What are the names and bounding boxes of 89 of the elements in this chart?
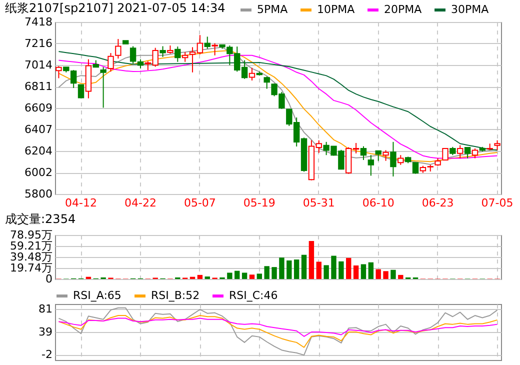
candlestick <box>115 38 122 60</box>
line-series <box>58 307 498 356</box>
bar <box>324 265 329 279</box>
bar <box>376 269 381 279</box>
candlestick <box>390 141 396 177</box>
bar <box>360 264 366 279</box>
bar <box>390 270 396 279</box>
candlestick <box>160 46 166 58</box>
candlestick <box>108 52 114 72</box>
y-tick-label: 6407 <box>24 122 52 136</box>
bar <box>256 274 262 279</box>
bar <box>346 258 352 279</box>
y-tick-label: 39 <box>38 326 52 338</box>
bar <box>301 254 307 279</box>
candlestick <box>264 76 270 90</box>
candlestick <box>494 140 500 151</box>
legend-label: RSI_C:46 <box>229 289 278 302</box>
candlestick <box>382 150 389 162</box>
candlestick <box>464 147 471 159</box>
candlestick <box>130 46 136 64</box>
candlestick <box>375 150 382 162</box>
legend-label: 30PMA <box>451 3 490 16</box>
y-tick-label: 7216 <box>24 36 52 50</box>
legend-label: RSI_B:52 <box>151 289 200 302</box>
x-tick-label: 04-22 <box>124 196 156 210</box>
bar <box>242 272 248 279</box>
y-tick-label: 5800 <box>24 188 52 200</box>
y-tick-label: 59.21万 <box>10 240 52 252</box>
line-series <box>58 318 498 337</box>
candlestick <box>360 146 367 160</box>
bar <box>316 262 322 279</box>
candlestick <box>100 66 106 108</box>
candlestick <box>398 154 404 166</box>
chart-title: 成交量:2354 <box>5 212 76 226</box>
y-tick-label: 81 <box>38 302 52 316</box>
line-series <box>58 315 498 348</box>
x-tick-label: 06-10 <box>362 196 394 210</box>
bar <box>279 258 284 279</box>
bar <box>331 256 336 279</box>
y-tick-label: 6204 <box>24 144 52 158</box>
candlestick <box>442 148 448 160</box>
candlestick <box>182 52 188 62</box>
y-tick-label: 7418 <box>24 16 52 28</box>
bar <box>234 270 240 279</box>
bar <box>249 274 255 279</box>
candlestick <box>137 58 144 69</box>
bar <box>338 261 344 279</box>
y-tick-label: -2 <box>42 348 52 362</box>
x-tick-label: 05-31 <box>302 196 335 210</box>
bar <box>272 267 277 279</box>
y-tick-label: 78.95万 <box>10 228 52 242</box>
x-tick-label: 07-05 <box>481 196 514 210</box>
chart-title: 纸浆2107[sp2107] 2021-07-05 14:34 <box>5 1 226 15</box>
bar <box>286 260 292 279</box>
legend-label: 20PMA <box>384 3 422 16</box>
x-tick-label: 06-23 <box>422 196 454 210</box>
bar <box>383 271 388 279</box>
bar <box>264 266 270 279</box>
candlestick <box>56 66 62 79</box>
bar <box>204 276 210 279</box>
candlestick <box>212 42 218 56</box>
bar <box>197 274 203 279</box>
x-tick-label: 05-07 <box>184 196 216 210</box>
bar <box>227 272 232 279</box>
candlestick <box>248 67 256 81</box>
series-label: RSI_A:65 <box>73 289 122 302</box>
y-tick-label: 7014 <box>24 58 52 72</box>
x-tick-label: 05-19 <box>243 196 276 210</box>
y-tick-label: 19.74万 <box>10 262 52 274</box>
legend-label: 10PMA <box>317 3 356 16</box>
candlestick <box>78 84 84 99</box>
candlestick <box>204 36 210 50</box>
candlestick <box>412 162 419 174</box>
candlestick <box>472 148 478 159</box>
candlestick <box>368 154 374 176</box>
y-tick-label: 0 <box>46 272 52 286</box>
bar <box>368 262 374 279</box>
x-tick-label: 04-12 <box>65 196 97 210</box>
bar <box>294 259 300 279</box>
y-tick-label: 39.48万 <box>10 250 52 264</box>
y-tick-label: 6609 <box>24 102 52 114</box>
candlestick <box>174 46 181 62</box>
bar <box>353 265 359 279</box>
y-tick-label: 6002 <box>24 166 52 180</box>
y-tick-label: 6811 <box>24 80 52 94</box>
bar <box>398 274 404 279</box>
legend-label: 5PMA <box>257 3 288 16</box>
bar <box>308 240 314 279</box>
candlestick <box>457 144 464 159</box>
